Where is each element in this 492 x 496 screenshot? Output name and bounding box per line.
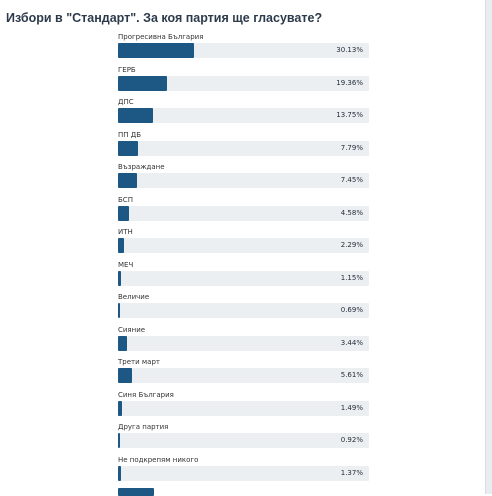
poll-option-bar-track: 1.37% (118, 465, 369, 481)
poll-option-bar-track: 0.69% (118, 303, 369, 318)
poll-option-bar-track: 2.29% (118, 238, 369, 253)
poll-option-percent: 0.92% (340, 436, 363, 444)
poll-option-percent: 2.29% (340, 241, 363, 249)
poll-option-bar-fill (118, 75, 167, 91)
poll-option-bar-track: 1.49% (118, 400, 369, 416)
poll-option[interactable]: Възраждане 7.45% (118, 163, 369, 196)
poll-option-bar-fill (118, 43, 194, 58)
poll-option-bar-fill (118, 270, 121, 286)
poll-option-bar-fill (118, 173, 137, 188)
poll-option[interactable]: ИТН 2.29% (118, 228, 369, 261)
poll-option-label: Възраждане (118, 163, 165, 171)
poll-title: Избори в "Стандарт". За коя партия ще гл… (6, 11, 323, 25)
poll-option[interactable]: ДПС 13.75% (118, 98, 369, 131)
poll-option-bar-fill (118, 303, 120, 318)
poll-option[interactable]: Не подкрепям никого 1.37% (118, 456, 369, 489)
poll-option-percent: 30.13% (336, 46, 363, 54)
poll-option-bar-track: 3.44% (118, 335, 369, 351)
poll-option-bar-track: 5.61% (118, 368, 369, 383)
poll-option[interactable]: Сияние 3.44% (118, 326, 369, 359)
poll-option-percent: 5.61% (340, 371, 363, 379)
poll-option-label: ПП ДБ (118, 130, 142, 139)
poll-option-percent: 1.15% (340, 273, 363, 282)
poll-option-bar-track: 19.36% (118, 75, 369, 91)
poll-option-bar-fill (118, 433, 121, 448)
poll-option-percent: 1.37% (340, 468, 363, 477)
poll-option[interactable]: ГЕРБ 19.36% (118, 66, 369, 99)
poll-options-list: Прогресивна България 30.13% ГЕРБ 19.36% ДПС 1… (118, 33, 369, 488)
poll-option[interactable]: ПП ДБ 7.79% (118, 131, 369, 164)
poll-option-label: Синя България (118, 390, 174, 399)
poll-option-label: МЕЧ (118, 260, 134, 269)
window-edge (485, 0, 492, 494)
poll-option[interactable]: БСП 4.58% (118, 196, 369, 229)
poll-option-bar-track: 7.45% (118, 173, 369, 188)
poll-option[interactable]: МЕЧ 1.15% (118, 261, 369, 294)
poll-option[interactable]: Трети март 5.61% (118, 358, 369, 391)
poll-option-bar-track: 30.13% (118, 43, 369, 58)
poll-option-bar-fill (118, 238, 124, 253)
poll-option[interactable]: Величие 0.69% (118, 293, 369, 326)
poll-option-percent: 4.58% (340, 208, 363, 217)
poll-option-percent: 1.49% (340, 403, 363, 412)
poll-option-bar-fill (118, 368, 133, 383)
poll-option-bar-track: 13.75% (118, 108, 369, 123)
submit-button-partial[interactable] (118, 488, 154, 496)
poll-option-label: ГЕРБ (118, 65, 136, 74)
poll-option-percent: 0.69% (340, 306, 363, 314)
poll-option-percent: 7.45% (340, 176, 363, 184)
poll-option-label: Друга партия (118, 423, 169, 431)
poll-option[interactable]: Синя България 1.49% (118, 391, 369, 424)
poll-option-bar-fill (118, 335, 127, 351)
poll-option-bar-fill (118, 400, 122, 416)
poll-option-bar-fill (118, 465, 122, 481)
poll-option-bar-fill (118, 140, 138, 156)
poll-option-bar-track: 7.79% (118, 140, 369, 156)
poll-option-label: Не подкрепям никого (118, 455, 199, 464)
poll-option-bar-fill (118, 108, 153, 123)
poll-option-percent: 19.36% (336, 78, 363, 87)
poll-option[interactable]: Прогресивна България 30.13% (118, 33, 369, 66)
poll-option-label: Величие (118, 293, 150, 301)
poll-option-label: Прогресивна България (118, 33, 204, 41)
poll-option-percent: 13.75% (336, 111, 363, 119)
poll-option-label: БСП (118, 195, 133, 204)
poll-option-bar-track: 1.15% (118, 270, 369, 286)
poll-option-label: ДПС (118, 98, 134, 106)
poll-option-label: Сияние (118, 325, 146, 334)
poll-option-label: Трети март (118, 358, 160, 366)
poll-option-bar-track: 4.58% (118, 205, 369, 221)
poll-option-percent: 7.79% (340, 143, 363, 152)
poll-option-bar-track: 0.92% (118, 433, 369, 448)
poll-option-percent: 3.44% (340, 338, 363, 347)
poll-option-label: ИТН (118, 228, 133, 236)
poll-option[interactable]: Друга партия 0.92% (118, 423, 369, 456)
poll-option-bar-fill (118, 205, 130, 221)
